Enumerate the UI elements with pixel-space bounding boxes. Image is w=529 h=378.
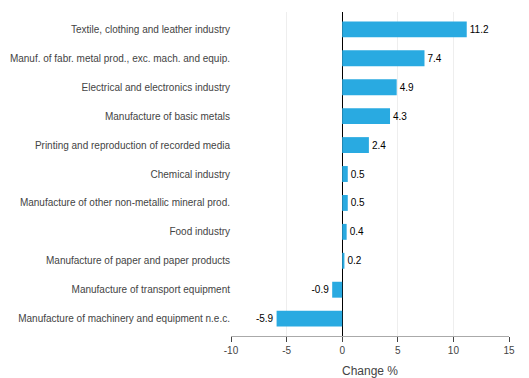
svg-text:-5.9: -5.9 — [256, 313, 274, 324]
svg-text:Printing and reproduction of r: Printing and reproduction of recorded me… — [35, 140, 231, 151]
svg-text:4.9: 4.9 — [400, 82, 414, 93]
svg-text:Food industry: Food industry — [169, 226, 230, 237]
svg-text:Manuf. of fabr. metal prod., e: Manuf. of fabr. metal prod., exc. mach. … — [10, 53, 230, 64]
svg-text:0.5: 0.5 — [351, 169, 365, 180]
svg-text:7.4: 7.4 — [427, 53, 441, 64]
svg-text:-10: -10 — [224, 345, 239, 356]
svg-text:Textile, clothing and leather: Textile, clothing and leather industry — [71, 24, 230, 35]
svg-text:Manufacture of transport equip: Manufacture of transport equipment — [72, 284, 231, 295]
svg-text:Change %: Change % — [342, 364, 398, 378]
svg-text:0.5: 0.5 — [351, 197, 365, 208]
svg-text:11.2: 11.2 — [470, 24, 489, 35]
svg-text:Chemical industry: Chemical industry — [151, 169, 230, 180]
svg-text:Manufacture of machinery and e: Manufacture of machinery and equipment n… — [18, 313, 230, 324]
svg-text:Manufacture of other non-metal: Manufacture of other non-metallic minera… — [20, 197, 230, 208]
svg-text:Manufacture of paper and paper: Manufacture of paper and paper products — [46, 255, 230, 266]
svg-text:-5: -5 — [282, 345, 291, 356]
svg-text:15: 15 — [503, 345, 515, 356]
svg-text:10: 10 — [448, 345, 460, 356]
svg-text:2.4: 2.4 — [372, 140, 386, 151]
svg-text:0.4: 0.4 — [350, 226, 364, 237]
svg-text:Manufacture of basic metals: Manufacture of basic metals — [105, 111, 230, 122]
svg-text:0.2: 0.2 — [347, 255, 361, 266]
svg-text:5: 5 — [395, 345, 401, 356]
svg-text:Electrical and electronics ind: Electrical and electronics industry — [82, 82, 230, 93]
svg-text:4.3: 4.3 — [393, 111, 407, 122]
svg-text:0: 0 — [339, 345, 345, 356]
svg-text:-0.9: -0.9 — [312, 284, 330, 295]
